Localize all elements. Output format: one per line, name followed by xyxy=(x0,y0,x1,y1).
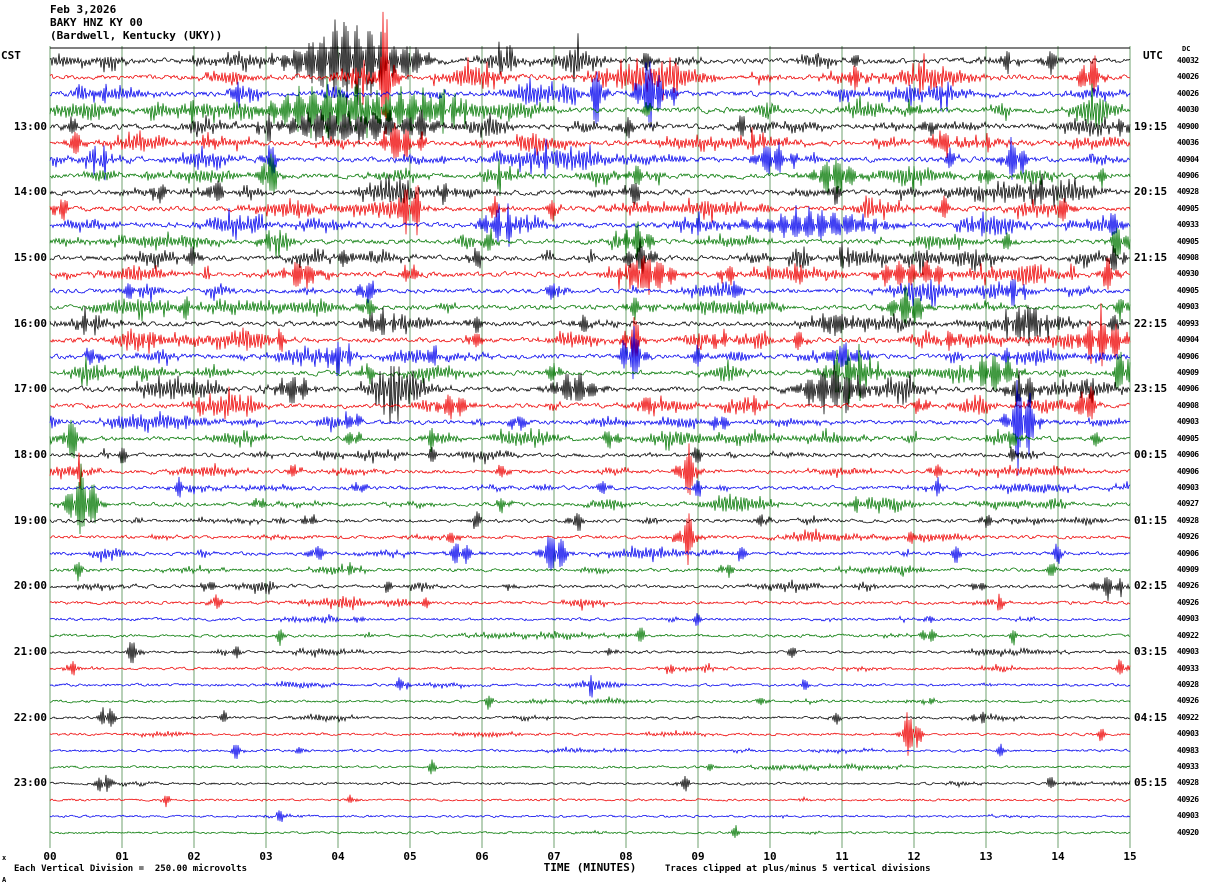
trace-row xyxy=(49,11,1131,135)
trace-row xyxy=(50,364,1131,424)
trace-row xyxy=(49,759,1131,775)
trace-row xyxy=(49,305,1131,347)
trace-row xyxy=(49,443,1131,495)
trace-row xyxy=(49,203,1131,247)
trace-row xyxy=(49,707,1131,727)
trace-row xyxy=(49,255,1131,295)
trace-row xyxy=(49,419,1131,459)
trace-row xyxy=(49,593,1131,611)
trace-row xyxy=(49,303,1131,367)
trace-row xyxy=(50,386,1131,420)
trace-row xyxy=(49,173,1131,207)
trace-row xyxy=(49,743,1131,760)
trace-row xyxy=(49,577,1131,601)
trace-row xyxy=(49,695,1131,710)
trace-row xyxy=(49,810,1131,823)
trace-row xyxy=(49,221,1131,261)
trace-row xyxy=(49,19,1131,106)
trace-row xyxy=(49,185,1131,236)
trace-row xyxy=(49,675,1131,698)
trace-row xyxy=(49,284,1131,325)
trace-row xyxy=(49,326,1130,380)
trace-row xyxy=(49,613,1131,626)
trace-row xyxy=(49,794,1131,808)
trace-row xyxy=(49,463,1131,535)
trace-row xyxy=(49,511,1131,531)
trace-row xyxy=(49,108,1131,145)
trace-row xyxy=(49,380,1131,476)
trace-row xyxy=(49,774,1131,792)
trace-row xyxy=(50,343,1131,404)
trace-row xyxy=(49,659,1131,676)
trace-row xyxy=(49,238,1131,275)
trace-row xyxy=(49,627,1131,646)
trace-row xyxy=(49,153,1131,196)
trace-row xyxy=(49,136,1130,181)
trace-row xyxy=(49,562,1131,582)
trace-row xyxy=(49,536,1131,571)
trace-row xyxy=(49,825,1131,838)
trace-row xyxy=(49,122,1131,160)
trace-row xyxy=(49,278,1131,307)
trace-row xyxy=(49,75,1131,139)
trace-row xyxy=(49,712,1131,756)
trace-row xyxy=(49,476,1131,498)
trace-row xyxy=(49,446,1131,465)
trace-row xyxy=(49,642,1131,664)
trace-row xyxy=(49,513,1131,566)
trace-row xyxy=(49,61,1131,127)
